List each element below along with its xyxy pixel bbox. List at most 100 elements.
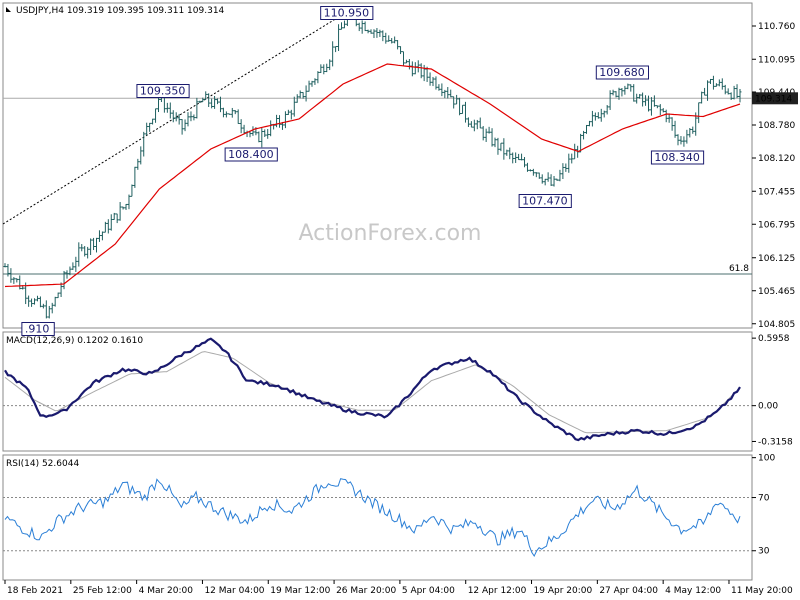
ohlc-bar bbox=[74, 256, 78, 272]
price-annotation-label: 109.350 bbox=[140, 85, 186, 98]
ohlc-bar bbox=[514, 152, 518, 163]
ohlc-bar bbox=[472, 119, 476, 132]
moving-average-line bbox=[4, 63, 741, 288]
ohlc-bar bbox=[9, 268, 13, 283]
macd-y-tick-label: 0.5958 bbox=[758, 334, 790, 344]
ohlc-bar bbox=[419, 63, 423, 79]
ohlc-bar bbox=[620, 87, 624, 97]
price-annotation-box bbox=[224, 147, 278, 162]
ohlc-bar bbox=[363, 21, 367, 32]
ohlc-bar bbox=[579, 133, 583, 153]
x-axis-label: 11 May 20:00 bbox=[731, 586, 793, 596]
ohlc-bar bbox=[77, 242, 81, 267]
ohlc-bar bbox=[505, 149, 509, 156]
ohlc-bar bbox=[142, 131, 146, 157]
ohlc-bar bbox=[664, 109, 668, 123]
price-annotation-label: .910 bbox=[25, 323, 50, 336]
ohlc-bar bbox=[357, 22, 361, 32]
ohlc-bar bbox=[180, 119, 184, 135]
ohlc-bar bbox=[401, 51, 405, 66]
ohlc-bar bbox=[130, 184, 134, 197]
ohlc-bar bbox=[570, 153, 574, 164]
ohlc-bar bbox=[641, 92, 645, 107]
ohlc-bar bbox=[502, 138, 506, 160]
ohlc-bar bbox=[422, 64, 426, 82]
ohlc-bar bbox=[38, 296, 42, 308]
ohlc-bar bbox=[148, 122, 152, 132]
ohlc-bar bbox=[118, 201, 122, 221]
ohlc-bar bbox=[384, 32, 388, 44]
x-axis-label: 27 Apr 04:00 bbox=[599, 586, 658, 596]
ohlc-bar bbox=[319, 64, 323, 73]
ohlc-bar bbox=[278, 115, 282, 128]
x-axis-label: 12 Apr 12:00 bbox=[468, 586, 527, 596]
price-annotation-box bbox=[650, 150, 705, 165]
ohlc-bar bbox=[534, 172, 538, 178]
ohlc-bar bbox=[452, 96, 456, 109]
ohlc-bar bbox=[691, 126, 695, 134]
ohlc-bar bbox=[334, 46, 338, 53]
ohlc-bar bbox=[626, 83, 630, 90]
panel-frame-2 bbox=[2, 331, 753, 452]
ohlc-bar bbox=[33, 298, 37, 305]
ohlc-bar bbox=[218, 96, 222, 113]
ohlc-bar bbox=[292, 96, 296, 117]
ohlc-bar bbox=[573, 143, 577, 160]
ohlc-bar bbox=[375, 27, 379, 38]
ohlc-bar bbox=[100, 231, 104, 241]
ohlc-bar bbox=[478, 117, 482, 129]
ohlc-bar bbox=[549, 174, 553, 186]
watermark: ActionForex.com bbox=[299, 221, 482, 246]
macd-line bbox=[4, 337, 741, 442]
x-axis-label: 5 Apr 04:00 bbox=[402, 586, 455, 596]
ohlc-bar bbox=[496, 137, 500, 155]
ohlc-bar bbox=[590, 110, 594, 127]
x-axis-label: 19 Mar 12:00 bbox=[270, 586, 330, 596]
ohlc-bar bbox=[35, 295, 39, 302]
ohlc-bar bbox=[283, 111, 287, 129]
price-annotation-label: 110.950 bbox=[324, 7, 370, 20]
ohlc-bar bbox=[369, 29, 373, 34]
ohlc-bar bbox=[490, 128, 494, 147]
last-price-tag-bg bbox=[752, 92, 798, 105]
ohlc-bar bbox=[602, 110, 606, 118]
ohlc-bar bbox=[6, 263, 10, 277]
ohlc-bar bbox=[227, 113, 231, 115]
ohlc-bar bbox=[3, 263, 7, 268]
price-annotation-box bbox=[320, 6, 374, 20]
ohlc-bar bbox=[12, 277, 16, 284]
rsi-line bbox=[4, 478, 741, 558]
ohlc-bar bbox=[729, 92, 733, 101]
price-panel-header: USDJPY,H4 109.319 109.395 109.311 109.31… bbox=[16, 6, 225, 16]
ohlc-bar bbox=[177, 113, 181, 125]
last-price-tag-label: 109.314 bbox=[755, 94, 792, 104]
ohlc-bar bbox=[525, 162, 529, 172]
ohlc-bar bbox=[714, 83, 718, 87]
ohlc-bar bbox=[307, 80, 311, 92]
ohlc-bar bbox=[221, 107, 225, 118]
ohlc-bar bbox=[41, 303, 45, 309]
ohlc-bar bbox=[723, 84, 727, 95]
ohlc-bar bbox=[86, 246, 90, 259]
x-axis-label: 18 Feb 2021 bbox=[7, 586, 63, 596]
ohlc-bar bbox=[463, 101, 467, 123]
ohlc-bar bbox=[673, 120, 677, 138]
ohlc-bar bbox=[342, 20, 346, 29]
ohlc-bar bbox=[508, 147, 512, 160]
ohlc-bar bbox=[390, 38, 394, 44]
ohlc-bar bbox=[393, 36, 397, 44]
ohlc-bar bbox=[224, 111, 228, 118]
ohlc-bar bbox=[366, 29, 370, 34]
ohlc-bar bbox=[499, 142, 503, 152]
ohlc-bar bbox=[18, 275, 22, 290]
ohlc-bar bbox=[201, 97, 205, 103]
ohlc-bar bbox=[458, 97, 462, 116]
ohlc-bar bbox=[124, 203, 128, 210]
ohlc-bar bbox=[112, 212, 116, 221]
ohlc-bar bbox=[97, 230, 101, 242]
ohlc-bar bbox=[434, 76, 438, 90]
rsi-panel-header: RSI(14) 52.6044 bbox=[6, 459, 79, 469]
ohlc-bar bbox=[47, 305, 51, 319]
ohlc-bar bbox=[697, 102, 701, 124]
ohlc-bar bbox=[558, 169, 562, 182]
